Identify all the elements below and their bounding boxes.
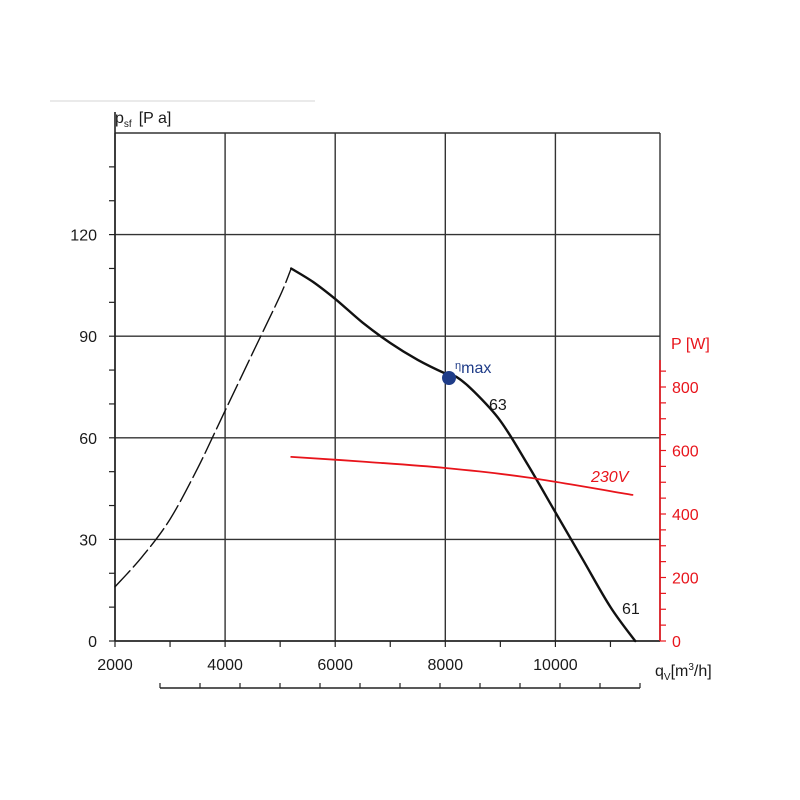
series-line-unstable-region: [114, 267, 292, 588]
y-left-tick-label: 60: [79, 431, 97, 448]
eta-max-label: ηmax: [455, 360, 491, 377]
x-tick-label: 4000: [207, 657, 243, 674]
curve-label-63: 63: [489, 397, 507, 414]
plot-frame: [114, 112, 661, 642]
y-left-tick-label: 0: [88, 634, 97, 651]
y-right-tick-label: 200: [672, 571, 699, 588]
x-tick-label: 2000: [97, 657, 133, 674]
x-tick-label: 10000: [533, 657, 578, 674]
x-tick-label: 6000: [317, 657, 353, 674]
y-right-tick-label: 0: [672, 634, 681, 651]
y-right-tick-label: 800: [672, 380, 699, 397]
series-line-pressure: [290, 267, 637, 643]
y-axis-left-title: psf [P a]: [115, 110, 171, 130]
right-axis-ticks: 0 200 400 600 800: [660, 370, 699, 651]
y-left-tick-label: 30: [79, 532, 97, 549]
series-layer: [114, 267, 637, 643]
y-right-tick-label: 600: [672, 444, 699, 461]
curve-label-61: 61: [622, 601, 640, 618]
series-line-230v-power: [290, 456, 634, 496]
x-axis-title: qV[m3/h]: [655, 662, 712, 683]
left-axis-ticks: 0 30 60 90 120: [70, 166, 115, 651]
y-left-tick-label: 120: [70, 228, 97, 245]
series-label-230v: 230V: [590, 469, 630, 486]
x-tick-label: 8000: [428, 657, 464, 674]
labels-layer: 63 61 230V ηmax: [442, 360, 640, 618]
y-right-tick-label: 400: [672, 507, 699, 524]
eta-max-point: [442, 371, 456, 385]
y-axis-right-title: P [W]: [671, 336, 710, 353]
x-axis-ticks: 2000 4000 6000 8000 10000: [97, 641, 641, 689]
grid: [114, 132, 661, 642]
y-left-tick-label: 90: [79, 329, 97, 346]
